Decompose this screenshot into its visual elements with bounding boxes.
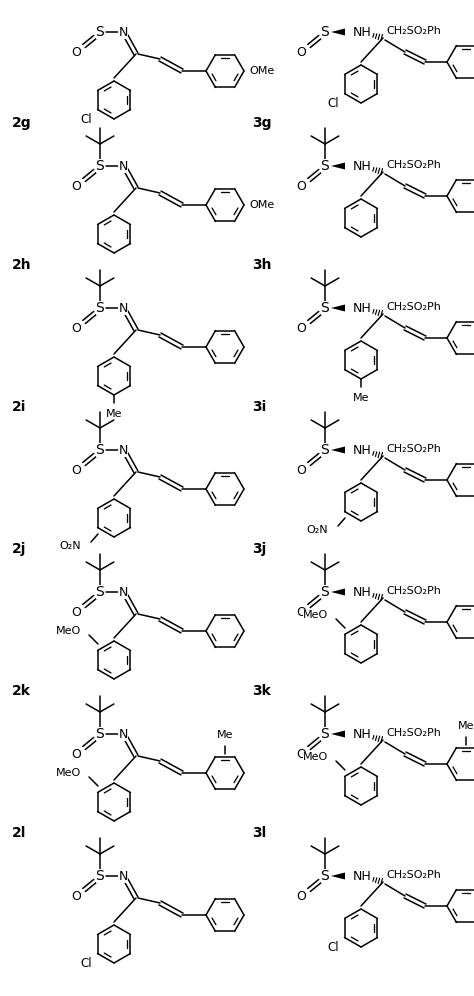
Text: Me: Me — [458, 721, 474, 731]
Text: OMe: OMe — [249, 66, 274, 76]
Text: 3i: 3i — [252, 400, 266, 414]
Text: S: S — [96, 301, 104, 315]
Text: S: S — [320, 727, 329, 741]
Text: 2h: 2h — [12, 258, 32, 272]
Text: NH: NH — [353, 302, 372, 315]
Text: O: O — [296, 46, 306, 59]
Text: 3g: 3g — [252, 116, 272, 130]
Text: S: S — [320, 301, 329, 315]
Polygon shape — [331, 29, 345, 36]
Polygon shape — [331, 305, 345, 312]
Text: O: O — [71, 322, 81, 335]
Text: CH₂SO₂Ph: CH₂SO₂Ph — [386, 728, 441, 738]
Text: NH: NH — [353, 159, 372, 172]
Text: MeO: MeO — [303, 610, 328, 620]
Text: Cl: Cl — [81, 956, 92, 969]
Text: S: S — [96, 443, 104, 457]
Text: S: S — [320, 585, 329, 599]
Text: 2j: 2j — [12, 542, 27, 556]
Text: O: O — [71, 46, 81, 59]
Polygon shape — [331, 589, 345, 596]
Text: S: S — [320, 159, 329, 173]
Text: N: N — [118, 870, 128, 882]
Text: O: O — [71, 606, 81, 619]
Text: S: S — [320, 869, 329, 883]
Text: 3l: 3l — [252, 826, 266, 840]
Text: 3h: 3h — [252, 258, 272, 272]
Text: CH₂SO₂Ph: CH₂SO₂Ph — [386, 444, 441, 454]
Text: S: S — [96, 727, 104, 741]
Text: O: O — [296, 606, 306, 619]
Polygon shape — [331, 730, 345, 737]
Text: 2l: 2l — [12, 826, 27, 840]
Text: N: N — [118, 443, 128, 456]
Text: Cl: Cl — [328, 940, 339, 953]
Text: O: O — [296, 463, 306, 476]
Text: S: S — [96, 159, 104, 173]
Polygon shape — [331, 872, 345, 879]
Text: Cl: Cl — [328, 97, 339, 110]
Text: 2g: 2g — [12, 116, 32, 130]
Text: O: O — [296, 748, 306, 761]
Text: 2k: 2k — [12, 684, 31, 698]
Text: 2i: 2i — [12, 400, 27, 414]
Text: CH₂SO₂Ph: CH₂SO₂Ph — [386, 586, 441, 596]
Text: MeO: MeO — [303, 752, 328, 762]
Text: CH₂SO₂Ph: CH₂SO₂Ph — [386, 160, 441, 170]
Text: O: O — [71, 748, 81, 761]
Text: O: O — [71, 463, 81, 476]
Text: CH₂SO₂Ph: CH₂SO₂Ph — [386, 26, 441, 36]
Text: O₂N: O₂N — [59, 541, 81, 551]
Text: O: O — [71, 179, 81, 192]
Text: O: O — [296, 889, 306, 902]
Text: S: S — [320, 443, 329, 457]
Text: MeO: MeO — [56, 768, 81, 778]
Text: NH: NH — [353, 586, 372, 599]
Text: O₂N: O₂N — [306, 525, 328, 535]
Text: O: O — [296, 179, 306, 192]
Text: 3k: 3k — [252, 684, 271, 698]
Text: N: N — [118, 586, 128, 599]
Text: NH: NH — [353, 26, 372, 39]
Text: NH: NH — [353, 727, 372, 740]
Text: O: O — [71, 889, 81, 902]
Text: S: S — [96, 25, 104, 39]
Text: N: N — [118, 302, 128, 315]
Text: CH₂SO₂Ph: CH₂SO₂Ph — [386, 302, 441, 312]
Text: 3j: 3j — [252, 542, 266, 556]
Text: OMe: OMe — [249, 200, 274, 210]
Text: Me: Me — [217, 730, 233, 740]
Text: S: S — [96, 869, 104, 883]
Text: N: N — [118, 727, 128, 740]
Text: NH: NH — [353, 870, 372, 882]
Text: MeO: MeO — [56, 626, 81, 636]
Text: S: S — [96, 585, 104, 599]
Text: NH: NH — [353, 443, 372, 456]
Text: O: O — [296, 322, 306, 335]
Text: N: N — [118, 159, 128, 172]
Text: Cl: Cl — [81, 113, 92, 125]
Text: CH₂SO₂Ph: CH₂SO₂Ph — [386, 870, 441, 880]
Text: Me: Me — [353, 393, 369, 403]
Polygon shape — [331, 162, 345, 169]
Text: S: S — [320, 25, 329, 39]
Polygon shape — [331, 446, 345, 453]
Text: N: N — [118, 26, 128, 39]
Text: Me: Me — [106, 409, 122, 419]
